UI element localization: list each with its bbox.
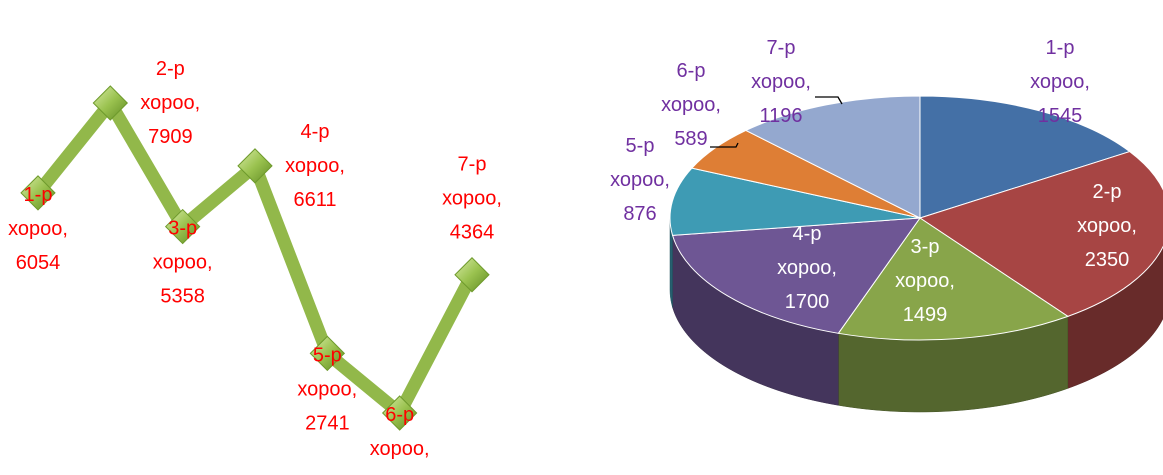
- line-markers: [20, 85, 490, 431]
- data-label-line: хороо,: [442, 188, 502, 210]
- data-label-line: хороо,: [285, 155, 345, 177]
- pie-data-label-line: 1499: [903, 304, 948, 326]
- data-point: [20, 175, 56, 211]
- data-point: [237, 148, 273, 184]
- data-label-line: 1510: [377, 472, 422, 475]
- pie-data-label: 7-р хороо, 1196: [751, 37, 811, 127]
- pie-data-label-line: хороо,: [895, 270, 955, 292]
- pie-slices: [669, 95, 1163, 341]
- pie-data-label: 5-р хороо, 876: [610, 135, 670, 225]
- pie-data-label: 6-р хороо, 589: [661, 60, 721, 150]
- pie-data-label: 3-р хороо, 1499: [895, 236, 955, 326]
- data-label-line: 7909: [148, 126, 193, 148]
- pie-data-labels: 1-р хороо, 1545 2-р хороо, 2350 3-р хороо, 1499 4…: [610, 37, 1137, 326]
- data-label-line: 6611: [293, 189, 336, 211]
- pie-data-label-line: хороо,: [751, 71, 811, 93]
- pie-data-label-line: 876: [623, 203, 656, 225]
- pie-slice: [918, 151, 1163, 317]
- pie-data-label-line: 589: [674, 128, 707, 150]
- data-label-line: 5358: [160, 286, 205, 308]
- pie-data-label: 2-р хороо, 2350: [1077, 181, 1137, 271]
- pie-data-label-line: 1196: [759, 105, 802, 127]
- data-label: 3-р хороо, 5358: [153, 218, 213, 308]
- pie-data-label-line: 1-р: [1046, 37, 1075, 59]
- pie-data-label-line: 7-р: [767, 37, 796, 59]
- data-label-line: 6054: [16, 252, 61, 274]
- data-label-line: 2741: [305, 412, 350, 434]
- data-label-line: хороо,: [8, 218, 68, 240]
- data-label: 2-р хороо, 7909: [140, 58, 200, 148]
- pie-data-label-line: 6-р: [677, 60, 706, 82]
- pie-data-label: 4-р хороо, 1700: [777, 223, 837, 313]
- data-label-line: 6-р: [385, 404, 414, 426]
- data-label-line: 7-р: [458, 154, 487, 176]
- pie-data-label-line: хороо,: [1030, 71, 1090, 93]
- pie-data-label-line: хороо,: [1077, 215, 1137, 237]
- pie-data-label-line: 4-р: [793, 223, 822, 245]
- data-point: [309, 335, 346, 372]
- line-data-labels: 1-р хороо, 6054 2-р хороо, 7909 3-р хороо, 5358 4…: [8, 58, 502, 475]
- pie-chart: 1-р хороо, 1545 2-р хороо, 2350 3-р хороо, 1499 4…: [610, 37, 1163, 413]
- data-label-line: 2-р: [156, 58, 185, 80]
- pie-slice: [671, 217, 922, 334]
- data-label-line: 4-р: [301, 121, 330, 143]
- leader-line: [710, 142, 739, 148]
- pie-slice: [744, 95, 921, 219]
- data-label: 4-р хороо, 6611: [285, 121, 345, 211]
- pie-data-label-line: хороо,: [661, 94, 721, 116]
- pie-slice: [837, 217, 1069, 341]
- data-label: 1-р хороо, 6054: [8, 184, 68, 274]
- pie-data-label-line: хороо,: [610, 169, 670, 191]
- pie-sides: [669, 218, 1163, 413]
- data-label-line: хороо,: [153, 252, 213, 274]
- line-chart: 1-р хороо, 6054 2-р хороо, 7909 3-р хороо, 5358 4…: [8, 58, 502, 475]
- pie-data-label: 1-р хороо, 1545: [1030, 37, 1090, 127]
- data-label-line: 4364: [450, 222, 495, 244]
- pie-slice: [919, 95, 1131, 219]
- pie-data-label-line: 5-р: [626, 135, 655, 157]
- data-point: [164, 208, 201, 245]
- pie-slice: [669, 167, 921, 236]
- pie-data-label-line: 2350: [1085, 249, 1130, 271]
- data-label: 5-р хороо, 2741: [297, 344, 357, 434]
- data-point: [381, 395, 418, 431]
- data-point: [454, 257, 490, 293]
- data-label-line: хороо,: [297, 378, 357, 400]
- data-point: [92, 85, 129, 121]
- pie-data-label-line: 1700: [785, 291, 830, 313]
- data-label-line: хороо,: [370, 438, 430, 460]
- pie-data-label-line: 3-р: [911, 236, 940, 258]
- pie-data-label-line: 2-р: [1093, 181, 1122, 203]
- pie-data-label-line: 1545: [1038, 105, 1083, 127]
- data-label-line: 1-р: [24, 184, 53, 206]
- data-label: 6-р хороо, 1510: [370, 404, 430, 475]
- leader-line: [815, 96, 843, 105]
- pie-leader-lines: [710, 96, 843, 148]
- data-label-line: 3-р: [168, 218, 197, 240]
- data-label-line: хороо,: [140, 92, 200, 114]
- data-label: 7-р хороо, 4364: [442, 154, 502, 244]
- data-label-line: 5-р: [313, 344, 342, 366]
- pie-data-label-line: хороо,: [777, 257, 837, 279]
